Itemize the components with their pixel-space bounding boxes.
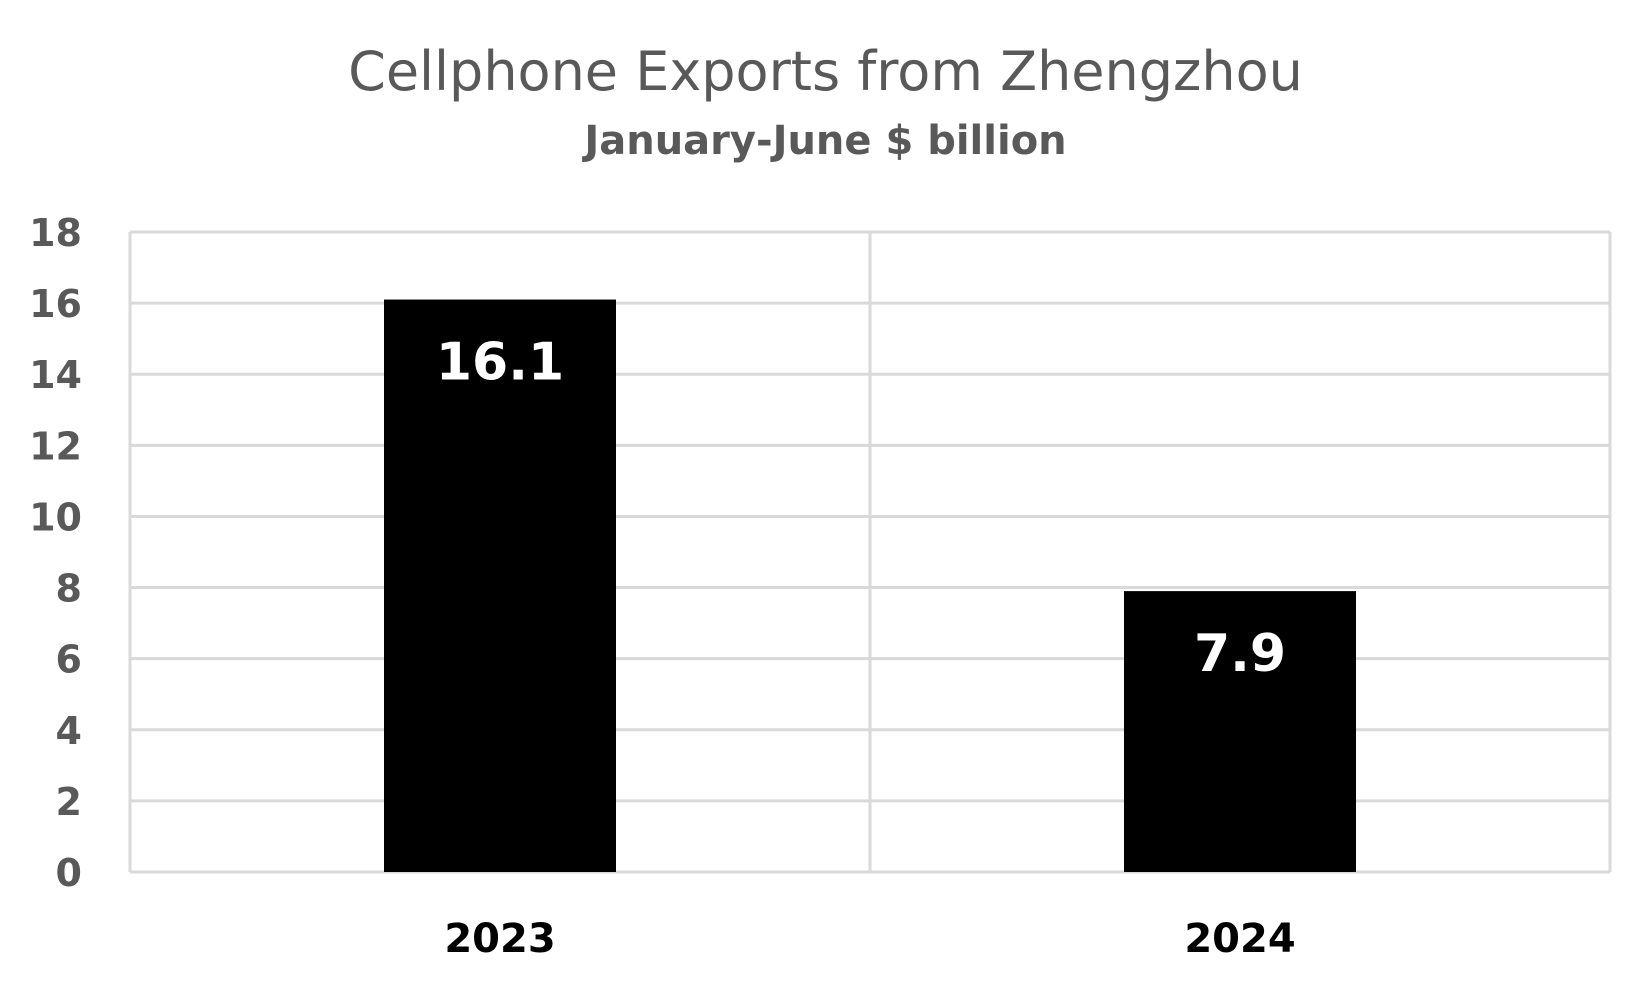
y-tick-label: 18: [29, 211, 82, 255]
y-tick-label: 6: [56, 638, 82, 682]
bar-2024: [1124, 591, 1356, 872]
y-tick-label: 2: [56, 780, 82, 824]
bar-2023: [384, 299, 616, 872]
y-tick-label: 12: [29, 424, 82, 468]
y-tick-label: 8: [56, 567, 82, 611]
data-label: 16.1: [436, 333, 564, 393]
y-tick-label: 16: [29, 282, 82, 326]
y-tick-label: 0: [56, 851, 82, 895]
data-label: 7.9: [1194, 624, 1286, 684]
chart-subtitle: January-June $ billion: [584, 118, 1067, 164]
x-tick-label: 2023: [444, 916, 555, 962]
y-tick-label: 4: [56, 709, 82, 753]
x-tick-label: 2024: [1184, 916, 1295, 962]
y-tick-label: 10: [29, 495, 82, 539]
y-tick-label: 14: [29, 353, 82, 397]
chart-title: Cellphone Exports from Zhengzhou: [348, 40, 1303, 103]
